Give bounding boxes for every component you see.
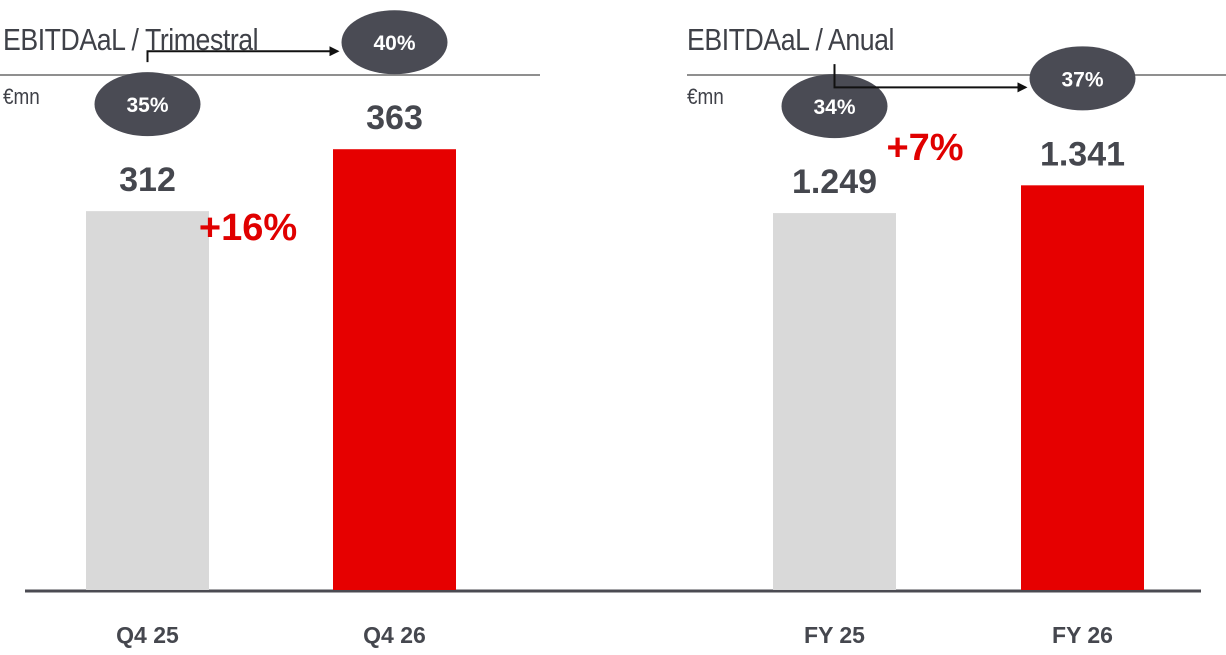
bar-1-1 — [1021, 185, 1144, 590]
bar-0-1 — [333, 149, 456, 590]
growth-arrow-1 — [833, 64, 1028, 93]
bar-1-0 — [773, 213, 896, 591]
unit-label-quarterly: €mn — [3, 84, 40, 109]
margin-label-0-1: 40% — [373, 32, 415, 55]
margin-bubble-0-0 — [94, 72, 201, 137]
margin-bubble-1-1 — [1029, 46, 1136, 111]
margin-label-1-1: 37% — [1061, 68, 1103, 91]
chart-title-annual: EBITDAaL / Anual — [687, 22, 895, 57]
category-label-1-1: FY 26 — [1052, 622, 1113, 648]
margin-label-1-0: 34% — [813, 96, 855, 119]
category-label-0-1: Q4 26 — [363, 622, 426, 648]
unit-label-annual: €mn — [687, 84, 724, 109]
margin-label-0-0: 35% — [126, 94, 168, 117]
value-label-0-1: 363 — [366, 99, 423, 137]
margin-bubble-1-0 — [781, 74, 888, 139]
category-label-0-0: Q4 25 — [116, 622, 179, 648]
value-label-1-1: 1.341 — [1040, 135, 1125, 173]
value-label-0-0: 312 — [119, 161, 176, 199]
title-rule-annual — [687, 74, 1226, 76]
value-label-1-0: 1.249 — [792, 163, 877, 201]
bar-0-0 — [86, 211, 209, 590]
category-label-1-0: FY 25 — [804, 622, 865, 648]
growth-label-1: +7% — [886, 127, 963, 169]
growth-arrow-0 — [146, 46, 340, 63]
title-rule-quarterly — [0, 74, 540, 76]
growth-label-0: +16% — [199, 207, 297, 249]
margin-bubble-0-1 — [341, 10, 448, 75]
